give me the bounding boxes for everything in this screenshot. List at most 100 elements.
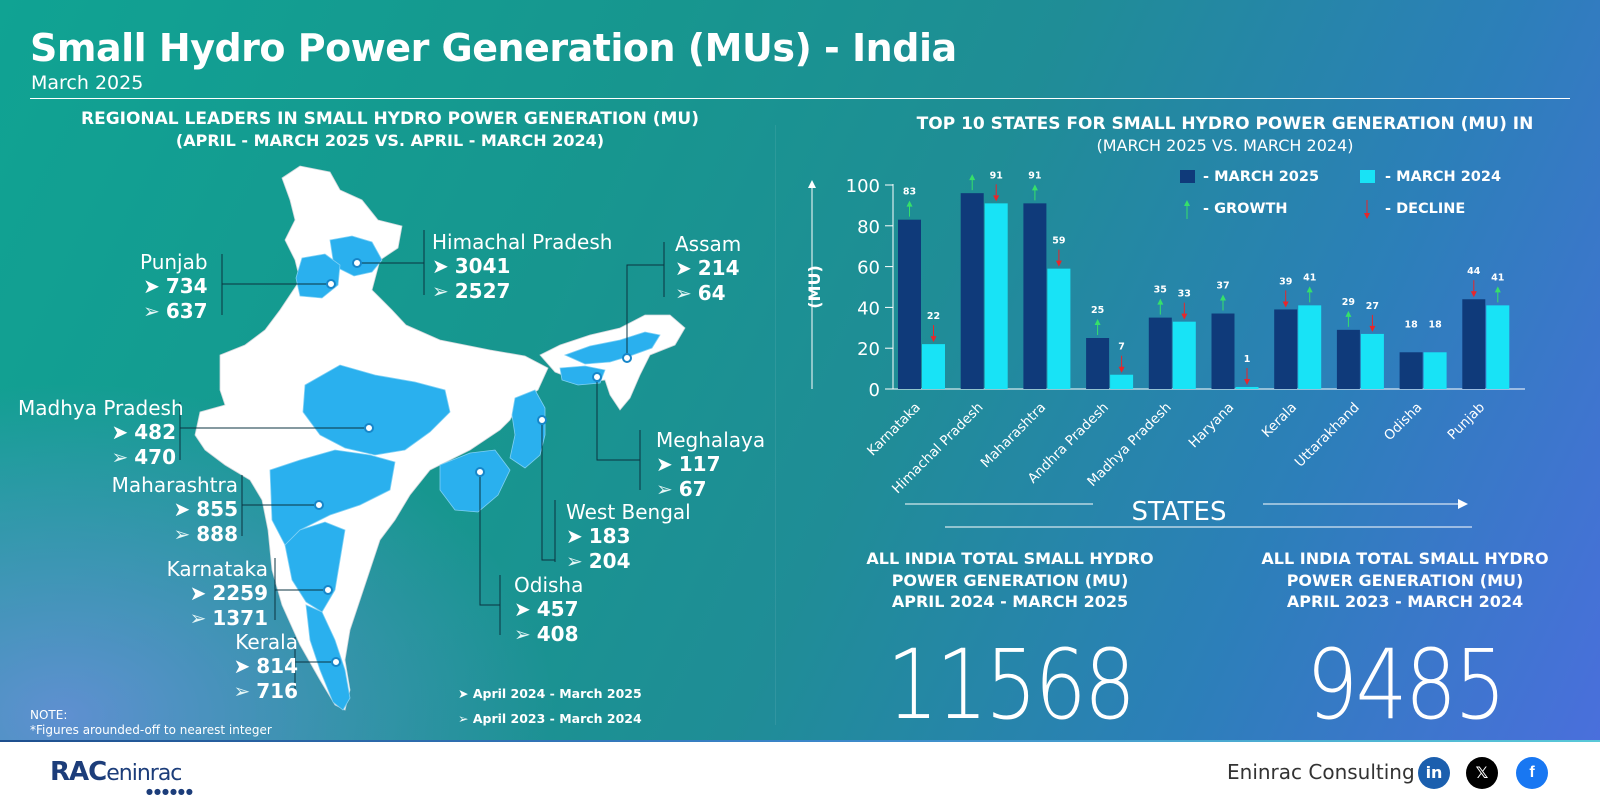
total-2024: ALL INDIA TOTAL SMALL HYDRO POWER GENERA… [1261, 549, 1549, 741]
header-rule [30, 98, 1570, 99]
bar-march-2025 [1462, 299, 1486, 389]
region-label-punjab: Punjab ➤ 734 ➢ 637 [140, 250, 208, 323]
x-icon[interactable]: 𝕏 [1466, 757, 1498, 789]
bar-value-label: 18 [1404, 319, 1418, 330]
legend-swatch-march-2024 [1360, 170, 1375, 183]
bar-march-2024 [1423, 352, 1447, 389]
bar-march-2025 [1086, 338, 1110, 389]
bar-value-label: 83 [903, 187, 916, 198]
bar-value-label: 41 [1303, 272, 1316, 283]
bar-march-2025 [1148, 317, 1172, 389]
map-northeast [539, 314, 686, 411]
logo-dots: ●●●●●● [146, 787, 194, 796]
decline-arrowhead [993, 195, 1000, 202]
x-axis-title: STATES [1131, 497, 1227, 527]
bar-march-2025 [1023, 203, 1047, 389]
map-madhya-pradesh [302, 364, 451, 456]
bar-value-label: 39 [1279, 276, 1292, 287]
section-divider [775, 125, 776, 725]
decline-arrowhead [1470, 291, 1477, 298]
region-label-madhya-pradesh: Madhya Pradesh ➤ 482 ➢ 470 [18, 396, 184, 469]
map-title-line1: REGIONAL LEADERS IN SMALL HYDRO POWER GE… [80, 109, 700, 129]
bar-value-label: 1 [1244, 354, 1251, 365]
bar-march-2024 [1047, 268, 1071, 389]
bar-march-2024 [984, 203, 1008, 389]
bar-value-label: 44 [1467, 266, 1481, 277]
legend-swatch-march-2025 [1180, 170, 1195, 183]
facebook-icon[interactable]: f [1516, 757, 1548, 789]
growth-legend-arrowhead [1184, 200, 1190, 206]
chart-title-line2: (MARCH 2025 VS. MARCH 2024) [1096, 136, 1354, 155]
infographic-body: Small Hydro Power Generation (MUs) - Ind… [0, 0, 1600, 742]
bar-march-2024 [1360, 333, 1384, 389]
x-tick-label: Uttarakhand [1292, 400, 1363, 471]
map-kerala [305, 604, 351, 711]
y-tick-label: 20 [857, 339, 880, 360]
bar-march-2024 [1298, 305, 1322, 389]
bar-value-label: 35 [1154, 285, 1167, 296]
region-label-himachal-pradesh: Himachal Pradesh ➤ 3041 ➢ 2527 [432, 230, 613, 303]
bar-march-2024 [1486, 305, 1510, 389]
chart-section-title: TOP 10 STATES FOR SMALL HYDRO POWER GENE… [880, 113, 1570, 157]
total-value-2025: 11568 [886, 628, 1136, 741]
x-title-arrowhead [1458, 499, 1468, 509]
bar-value-label: 33 [1178, 289, 1191, 300]
chart-legend: - MARCH 2025 - MARCH 2024 - GROWTH - DECLIN… [1180, 170, 1501, 219]
decline-arrowhead [1118, 366, 1125, 373]
y-axis-arrowhead [808, 180, 816, 188]
map-odisha [439, 449, 511, 513]
map-maharashtra [269, 449, 396, 546]
region-label-assam: Assam ➤ 214 ➢ 64 [675, 232, 742, 305]
decline-arrowhead [1055, 260, 1062, 267]
legend-label-growth: - GROWTH [1203, 201, 1287, 217]
bar-value-label: 59 [1052, 236, 1065, 247]
company-logo[interactable]: RACeninrac ●●●●●● [50, 757, 194, 796]
chart-title-line1: TOP 10 STATES FOR SMALL HYDRO POWER GENE… [916, 114, 1534, 134]
growth-arrowhead [1494, 286, 1501, 293]
region-label-karnataka: Karnataka ➤ 2259 ➢ 1371 [166, 557, 268, 630]
bar-value-label: 91 [1028, 170, 1041, 181]
bar-march-2025 [898, 219, 921, 389]
filled-arrow-icon: ➤ [458, 686, 473, 701]
decline-arrowhead [1181, 313, 1188, 320]
legend-label-decline: - DECLINE [1385, 201, 1465, 217]
region-label-meghalaya: Meghalaya ➤ 117 ➢ 67 [656, 428, 766, 501]
map-section-title: REGIONAL LEADERS IN SMALL HYDRO POWER GE… [30, 108, 750, 152]
map-legend: ➤ April 2024 - March 2025 ➢ April 2023 -… [458, 686, 642, 726]
growth-arrowhead [1157, 298, 1164, 305]
decline-arrowhead [1282, 301, 1289, 308]
y-tick-label: 0 [869, 380, 880, 401]
india-map [179, 165, 686, 711]
legend-label-march-2024: - MARCH 2024 [1385, 170, 1501, 185]
bar-value-label: 96 [966, 170, 980, 171]
x-tick-label: Odisha [1381, 400, 1425, 444]
x-tick-label: Karnataka [864, 400, 924, 460]
map-title-line2: (APRIL - MARCH 2025 VS. APRIL - MARCH 20… [175, 131, 605, 150]
bar-march-2025 [1211, 313, 1235, 389]
bar-march-2024 [1235, 386, 1259, 389]
growth-arrowhead [1094, 319, 1101, 325]
legend-label-march-2025: - MARCH 2025 [1203, 170, 1319, 185]
region-label-west-bengal: West Bengal ➤ 183 ➢ 204 [566, 500, 691, 573]
map-west-bengal [509, 389, 546, 469]
bar-value-label: 91 [990, 170, 1003, 181]
map-assam [563, 331, 661, 365]
growth-arrowhead [1220, 294, 1226, 301]
bar-value-label: 29 [1342, 297, 1355, 308]
decline-legend-arrowhead [1364, 213, 1370, 219]
growth-arrowhead [1345, 310, 1352, 317]
bar-value-label: 22 [927, 311, 940, 322]
bar-march-2025 [1399, 352, 1423, 389]
linkedin-icon[interactable]: in [1418, 757, 1450, 789]
y-axis-label: (MU) [805, 265, 824, 309]
footer [0, 742, 1600, 800]
decline-arrowhead [1369, 325, 1376, 332]
decline-arrowhead [1244, 378, 1250, 385]
footnote: NOTE: *Figures arounded-off to nearest i… [30, 708, 272, 737]
growth-arrowhead [906, 200, 913, 207]
bar-march-2025 [1274, 309, 1298, 389]
x-tick-label: Punjab [1445, 400, 1489, 444]
y-tick-label: 60 [857, 258, 880, 279]
y-tick-label: 100 [846, 176, 880, 197]
